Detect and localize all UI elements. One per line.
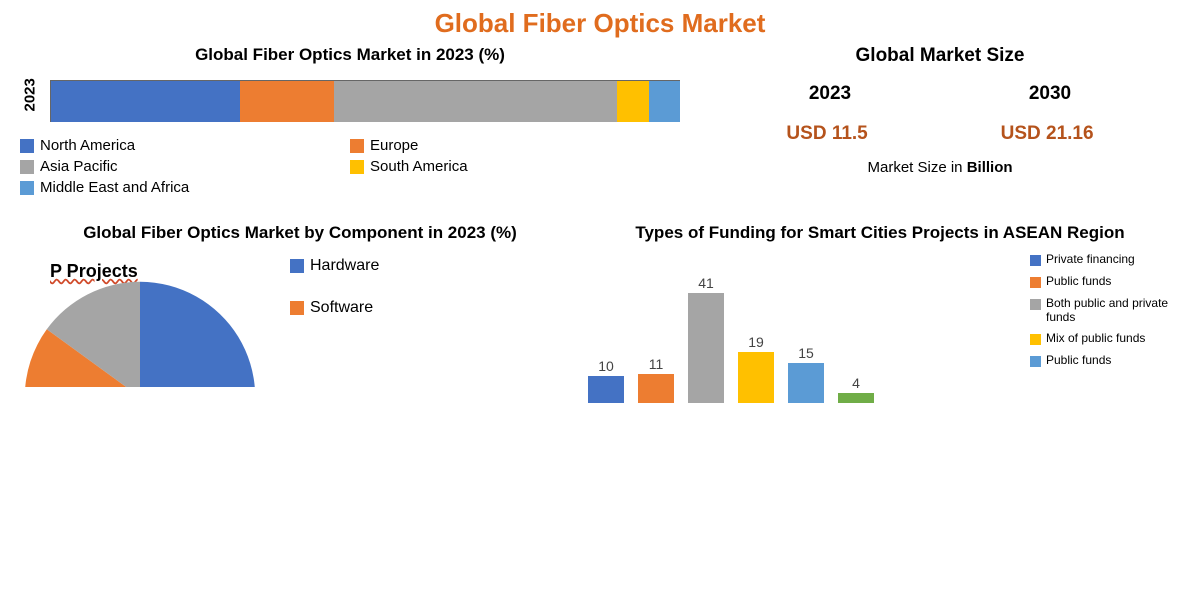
legend-swatch — [290, 259, 304, 273]
region-segment — [649, 81, 680, 122]
pie-row: P Projects Hardware Software — [20, 257, 580, 387]
funding-legend-item: Mix of public funds — [1030, 332, 1180, 346]
funding-bar — [838, 393, 874, 404]
region-legend-item: Asia Pacific — [20, 158, 350, 175]
pie-box: P Projects — [20, 257, 260, 387]
stacked-bar — [50, 80, 680, 122]
region-legend-item: North America — [20, 137, 350, 154]
funding-legend-item: Private financing — [1030, 253, 1180, 267]
legend-label: Asia Pacific — [40, 158, 118, 175]
funding-value-label: 11 — [649, 356, 664, 372]
funding-legend: Private financing Public funds Both public… — [1030, 253, 1180, 403]
region-chart-title: Global Fiber Optics Market in 2023 (%) — [20, 45, 680, 65]
funding-value-label: 19 — [748, 334, 764, 350]
legend-label: Public funds — [1046, 354, 1111, 368]
legend-swatch — [20, 181, 34, 195]
legend-swatch — [20, 160, 34, 174]
stacked-bar-ylabel: 2023 — [22, 91, 39, 111]
legend-label: North America — [40, 137, 135, 154]
legend-label: South America — [370, 158, 468, 175]
funding-column: 10 — [588, 358, 624, 403]
funding-legend-item: Public funds — [1030, 354, 1180, 368]
funding-legend-item: Both public and private funds — [1030, 297, 1180, 325]
legend-label: Private financing — [1046, 253, 1135, 267]
legend-swatch — [1030, 334, 1041, 345]
region-legend-item: Europe — [350, 137, 680, 154]
funding-value-label: 15 — [798, 345, 814, 361]
footer-bold: Billion — [967, 159, 1013, 176]
legend-label: Public funds — [1046, 275, 1111, 289]
year-2023: 2023 — [809, 83, 851, 105]
funding-area: 10 11 41 19 15 4 Private financing Public fund… — [580, 253, 1180, 403]
pie-svg — [20, 277, 260, 387]
main-title: Global Fiber Optics Market — [0, 0, 1200, 45]
region-segment — [334, 81, 617, 122]
legend-label: Mix of public funds — [1046, 332, 1145, 346]
legend-swatch — [1030, 356, 1041, 367]
legend-swatch — [1030, 277, 1041, 288]
funding-bar — [738, 352, 774, 403]
funding-bar — [638, 374, 674, 404]
pie-chart-title: Global Fiber Optics Market by Component … — [20, 222, 580, 243]
top-row: Global Fiber Optics Market in 2023 (%) 2… — [0, 45, 1200, 200]
pie-legend-item: Hardware — [290, 257, 379, 275]
legend-swatch — [1030, 255, 1041, 266]
funding-value-label: 10 — [598, 358, 614, 374]
region-share-chart: Global Fiber Optics Market in 2023 (%) 2… — [20, 45, 680, 200]
legend-swatch — [350, 139, 364, 153]
funding-column: 19 — [738, 334, 774, 403]
funding-bar — [688, 293, 724, 403]
legend-swatch — [20, 139, 34, 153]
funding-value-label: 4 — [852, 375, 860, 391]
value-2030: USD 21.16 — [1001, 123, 1094, 145]
funding-value-label: 41 — [698, 275, 714, 291]
funding-bar — [788, 363, 824, 403]
legend-swatch — [290, 301, 304, 315]
pie-legend: Hardware Software — [290, 257, 379, 387]
pie-legend-item: Software — [290, 299, 379, 317]
market-size-title: Global Market Size — [720, 45, 1160, 67]
funding-chart-title: Types of Funding for Smart Cities Projec… — [580, 222, 1180, 243]
region-segment — [617, 81, 648, 122]
legend-label: Software — [310, 299, 373, 317]
legend-label: Hardware — [310, 257, 379, 275]
funding-chart: Types of Funding for Smart Cities Projec… — [580, 222, 1180, 403]
legend-swatch — [350, 160, 364, 174]
value-2023: USD 11.5 — [786, 123, 867, 145]
funding-legend-item: Public funds — [1030, 275, 1180, 289]
legend-label: Both public and private funds — [1046, 297, 1180, 325]
market-size-footer: Market Size in Billion — [720, 159, 1160, 176]
region-segment — [240, 81, 334, 122]
funding-column: 11 — [638, 356, 674, 404]
stacked-bar-wrap: 2023 — [20, 71, 680, 131]
market-size-panel: Global Market Size 2023 2030 USD 11.5 US… — [680, 45, 1160, 200]
funding-column: 4 — [838, 375, 874, 404]
funding-bar — [588, 376, 624, 403]
year-2030: 2030 — [1029, 83, 1071, 105]
region-segment — [51, 81, 240, 122]
region-legend-item: Middle East and Africa — [20, 179, 350, 196]
legend-swatch — [1030, 299, 1041, 310]
market-size-values: USD 11.5 USD 21.16 — [720, 123, 1160, 145]
legend-label: Europe — [370, 137, 418, 154]
legend-label: Middle East and Africa — [40, 179, 189, 196]
footer-pre: Market Size in — [867, 159, 966, 176]
market-size-years: 2023 2030 — [720, 83, 1160, 105]
bottom-row: Global Fiber Optics Market by Component … — [0, 222, 1200, 403]
funding-bars: 10 11 41 19 15 4 — [580, 253, 1030, 403]
funding-column: 15 — [788, 345, 824, 403]
region-legend-item: South America — [350, 158, 680, 175]
region-legend: North America Europe Asia Pacific South Ame… — [20, 137, 680, 200]
component-pie-chart: Global Fiber Optics Market by Component … — [20, 222, 580, 403]
funding-column: 41 — [688, 275, 724, 403]
